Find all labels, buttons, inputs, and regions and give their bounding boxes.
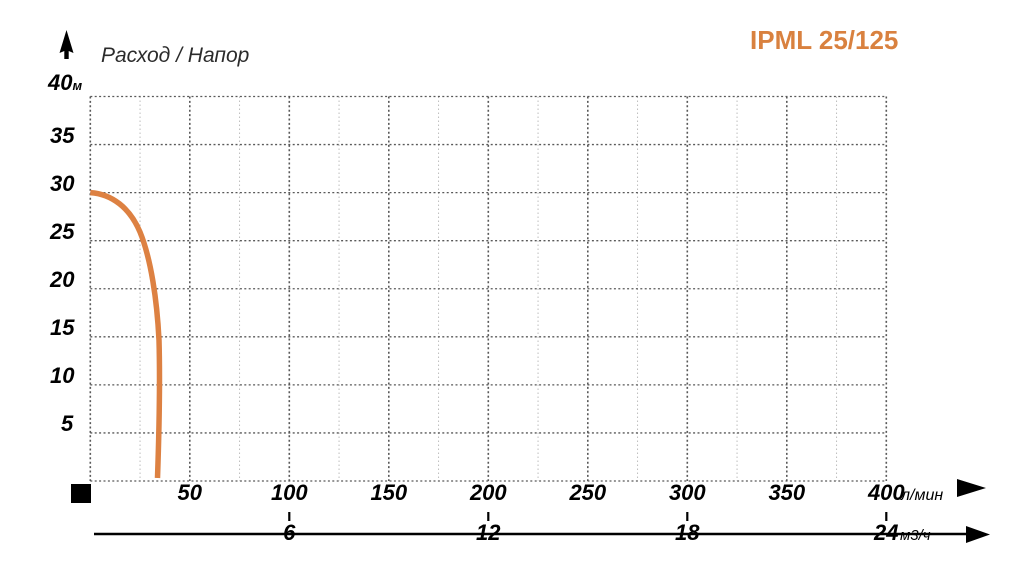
svg-text:40м: 40м	[47, 70, 82, 95]
svg-text:200: 200	[469, 480, 507, 505]
svg-text:250: 250	[568, 480, 606, 505]
svg-text:24: 24	[873, 520, 898, 545]
svg-text:25: 25	[49, 219, 75, 244]
svg-text:100: 100	[271, 480, 308, 505]
svg-text:6: 6	[283, 520, 296, 545]
svg-text:400: 400	[867, 480, 905, 505]
svg-text:IPML 25/125: IPML 25/125	[750, 25, 898, 55]
svg-text:12: 12	[476, 520, 501, 545]
svg-text:10: 10	[50, 363, 75, 388]
svg-text:Расход / Напор: Расход / Напор	[101, 44, 249, 67]
svg-text:50: 50	[178, 480, 203, 505]
svg-text:15: 15	[50, 315, 75, 340]
svg-text:20: 20	[49, 267, 75, 292]
svg-text:300: 300	[669, 480, 706, 505]
svg-text:л/мин: л/мин	[900, 487, 943, 504]
svg-text:5: 5	[61, 411, 74, 436]
svg-text:30: 30	[50, 171, 75, 196]
svg-text:35: 35	[50, 123, 75, 148]
svg-text:150: 150	[370, 480, 407, 505]
svg-text:18: 18	[675, 520, 700, 545]
svg-text:м3/ч: м3/ч	[900, 527, 931, 544]
svg-text:350: 350	[768, 480, 805, 505]
